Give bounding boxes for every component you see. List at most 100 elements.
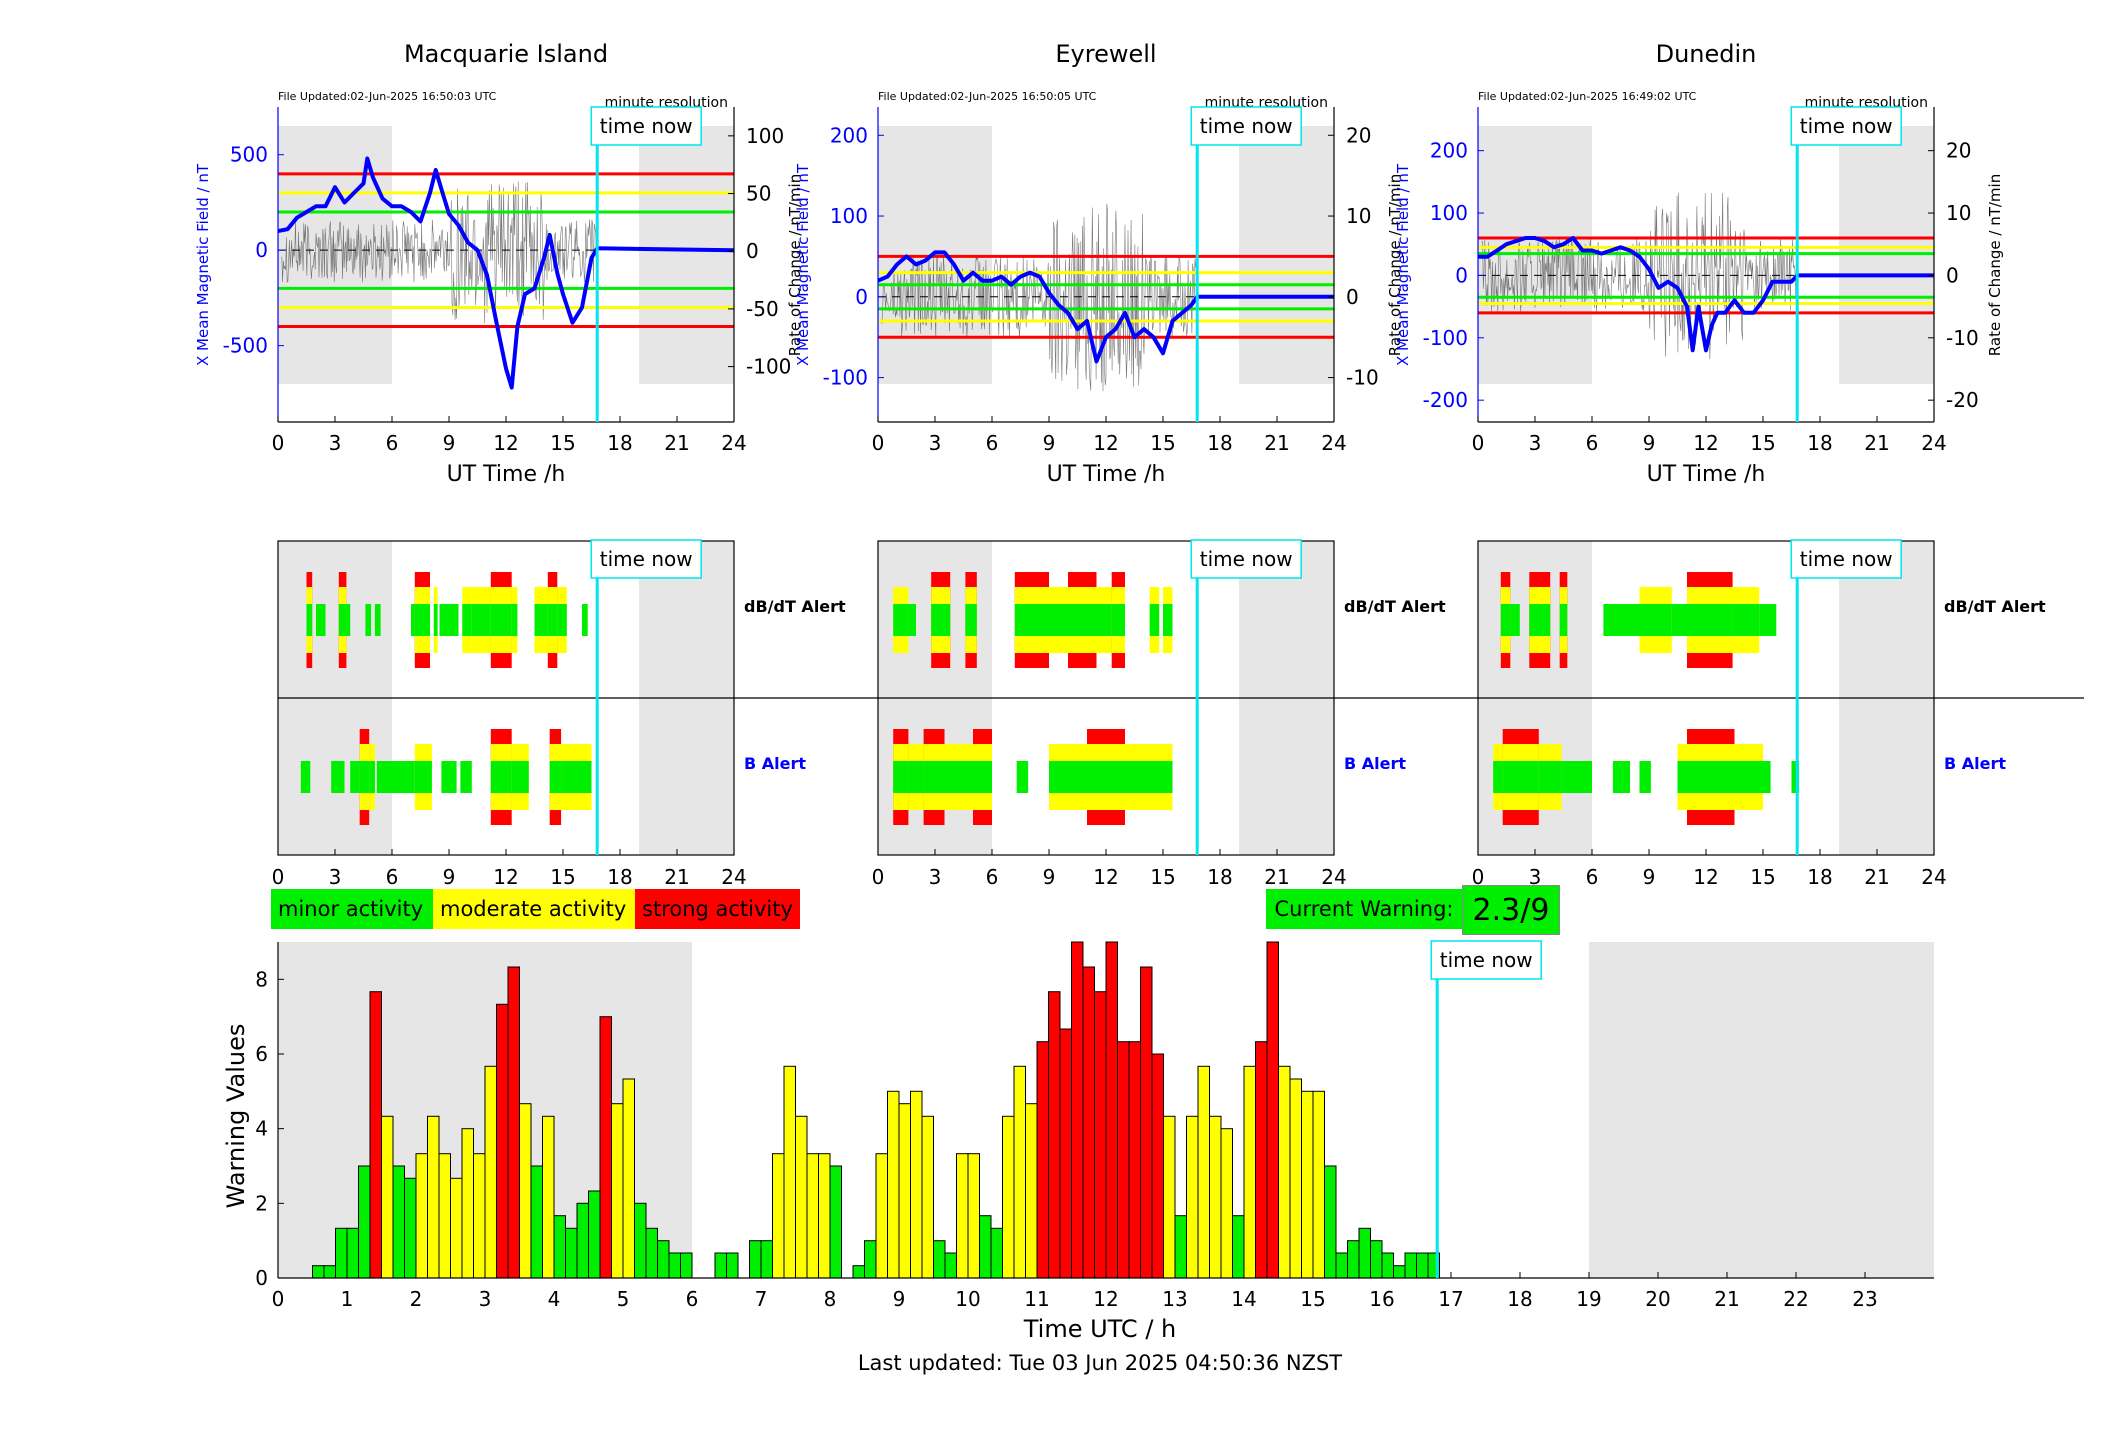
b-alert-bar xyxy=(893,761,909,793)
right-tick-label: 0 xyxy=(1346,285,1359,309)
warning-bar xyxy=(1117,1041,1130,1279)
warning-bar xyxy=(1059,1028,1072,1279)
x-tick-label: 0 xyxy=(272,431,285,455)
dbdt-alert-bar xyxy=(965,604,977,636)
x-tick-label: 24 xyxy=(1921,431,1946,455)
station-title: Dunedin xyxy=(1656,40,1757,68)
right-axis-label: Rate of Change / nT/min xyxy=(1386,174,1404,356)
left-tick-label: -100 xyxy=(823,366,868,390)
warning-bar xyxy=(1002,1115,1015,1279)
warning-bar xyxy=(829,1165,842,1279)
dbdt-alert-bar xyxy=(1687,604,1733,636)
time-now-label: time now xyxy=(600,547,693,571)
warning-bar xyxy=(530,1165,543,1279)
x-tick-label: 5 xyxy=(617,1287,630,1311)
x-tick-label: 6 xyxy=(1586,865,1599,889)
station-title: Eyrewell xyxy=(1055,40,1156,68)
b-alert-bar xyxy=(1791,761,1800,793)
b-alert-bar xyxy=(1538,761,1562,793)
warning-bar xyxy=(795,1115,808,1279)
b-alert-bar xyxy=(441,761,457,793)
dbdt-alert-bar xyxy=(490,604,512,636)
x-tick-label: 8 xyxy=(824,1287,837,1311)
dbdt-alert-bar xyxy=(338,604,347,636)
warning-bar xyxy=(933,1240,946,1279)
warning-bar xyxy=(346,1227,359,1279)
x-tick-label: 12 xyxy=(1093,865,1118,889)
x-tick-label: 21 xyxy=(1714,1287,1739,1311)
x-tick-label: 21 xyxy=(664,865,689,889)
warning-bar xyxy=(358,1165,371,1279)
b-alert-label: B Alert xyxy=(1944,754,2006,773)
file-updated: File Updated:02-Jun-2025 16:49:02 UTC xyxy=(1478,90,1697,103)
b-alert-bar xyxy=(973,761,992,793)
dbdt-alert-bar xyxy=(1163,604,1173,636)
warning-bar xyxy=(1416,1252,1429,1279)
dbdt-alert-bar xyxy=(1014,604,1049,636)
warning-bar xyxy=(392,1165,405,1279)
warning-bar xyxy=(1301,1090,1314,1279)
right-tick-label: 0 xyxy=(1946,263,1959,287)
warning-bar xyxy=(473,1153,486,1279)
warning-bar xyxy=(944,1252,957,1279)
x-tick-label: 9 xyxy=(1043,431,1056,455)
left-axis-label: X Mean Magnetic Field / nT xyxy=(194,163,212,366)
x-tick-label: 15 xyxy=(1750,865,1775,889)
warning-bar xyxy=(427,1115,440,1279)
x-tick-label: 0 xyxy=(272,1287,285,1311)
warning-bar xyxy=(634,1202,647,1279)
b-alert-bar xyxy=(561,761,592,793)
warning-bar xyxy=(1232,1215,1245,1279)
time-now-label: time now xyxy=(1800,114,1893,138)
warning-bar xyxy=(887,1090,900,1279)
time-now-box xyxy=(1190,106,1302,146)
dbdt-alert-bar xyxy=(471,604,491,636)
warning-bar xyxy=(1105,941,1118,1279)
right-tick-label: -100 xyxy=(746,355,791,379)
x-tick-label: 13 xyxy=(1162,1287,1187,1311)
warning-bar xyxy=(967,1153,980,1279)
alert-panel-1: time now dB/dT Alert B Alert 0 3 6 9 12 15 18 21 24 xyxy=(272,539,884,889)
warning-bar xyxy=(1163,1115,1176,1279)
warning-bar xyxy=(783,1065,796,1279)
warning-bar xyxy=(565,1227,578,1279)
warning-bar xyxy=(1013,1065,1026,1279)
x-tick-label: 16 xyxy=(1369,1287,1394,1311)
x-tick-label: 6 xyxy=(1586,431,1599,455)
left-tick-label: -100 xyxy=(1423,326,1468,350)
x-tick-label: 3 xyxy=(929,865,942,889)
warning-bar xyxy=(1335,1252,1348,1279)
x-tick-label: 3 xyxy=(929,431,942,455)
x-tick-label: 9 xyxy=(443,865,456,889)
warning-bar xyxy=(1255,1041,1268,1279)
warning-bar xyxy=(1266,941,1279,1279)
right-tick-label: -10 xyxy=(1346,366,1379,390)
station-title: Macquarie Island xyxy=(404,40,608,68)
x-tick-label: 18 xyxy=(1807,865,1832,889)
b-alert-bar xyxy=(1087,761,1106,793)
warning-bar xyxy=(668,1252,681,1279)
warning-bar xyxy=(657,1240,670,1279)
warning-bar xyxy=(749,1240,762,1279)
dbdt-alert-bar xyxy=(1111,604,1125,636)
x-tick-label: 0 xyxy=(272,865,285,889)
right-tick-label: 10 xyxy=(1946,201,1971,225)
warning-bar xyxy=(450,1177,463,1279)
left-tick-label: 100 xyxy=(830,204,868,228)
warning-bar xyxy=(1082,966,1095,1279)
dbdt-alert-bar xyxy=(306,604,313,636)
b-alert-bar xyxy=(331,761,345,793)
left-tick-label: -200 xyxy=(1423,388,1468,412)
dbdt-alert-bar xyxy=(1049,604,1068,636)
rate-of-change-trace xyxy=(881,203,1198,392)
warning-bar xyxy=(921,1115,934,1279)
x-tick-label: 21 xyxy=(1264,431,1289,455)
legend-minor: minor activity xyxy=(271,889,433,929)
dbdt-alert-bar xyxy=(462,604,472,636)
right-axis-label: Rate of Change / nT/min xyxy=(786,174,804,356)
warning-bar xyxy=(680,1252,693,1279)
dbdt-alert-bar xyxy=(908,604,916,636)
x-tick-label: 6 xyxy=(986,865,999,889)
field-trace xyxy=(1478,236,1934,353)
x-tick-label: 18 xyxy=(1207,865,1232,889)
